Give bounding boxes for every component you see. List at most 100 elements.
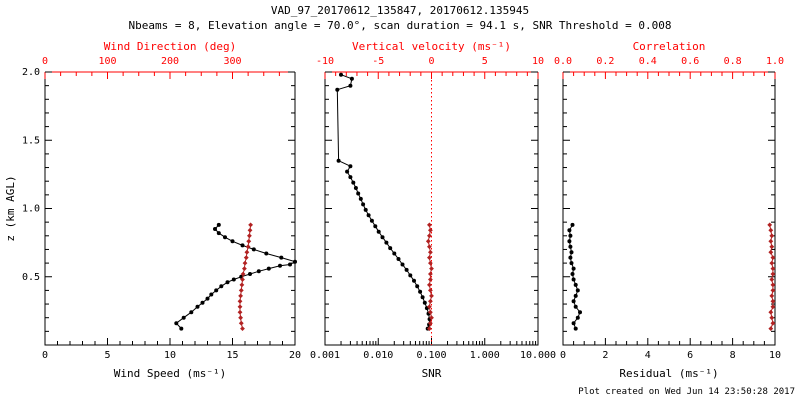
svg-text:0: 0: [428, 56, 434, 67]
snr-marker: [400, 262, 405, 267]
vertical-velocity-marker: [428, 249, 433, 255]
vertical-velocity-marker: [428, 271, 433, 277]
svg-text:1.0: 1.0: [22, 204, 40, 215]
wind-direction-marker: [237, 309, 243, 315]
wind-direction-marker: [245, 244, 251, 250]
svg-text:10.000: 10.000: [520, 350, 556, 361]
correlation-marker: [768, 249, 774, 255]
vertical-velocity-marker: [425, 238, 431, 244]
snr-marker: [408, 273, 413, 278]
correlation-marker: [770, 266, 776, 271]
snr-marker: [418, 289, 423, 294]
wind-speed-marker: [174, 321, 179, 326]
svg-text:0.001: 0.001: [310, 350, 340, 361]
wind-direction-marker: [237, 304, 243, 310]
vertical-velocity-marker: [429, 315, 434, 321]
correlation-marker: [769, 293, 775, 299]
svg-text:200: 200: [161, 56, 179, 67]
snr-marker: [336, 158, 341, 163]
wind-speed-marker: [248, 272, 252, 276]
wind-speed-marker: [205, 296, 210, 301]
wind-speed-marker: [181, 315, 186, 320]
residual-marker: [567, 239, 572, 244]
wind-direction-marker: [238, 315, 243, 321]
wind-speed-marker: [256, 269, 261, 274]
residual-marker: [570, 222, 575, 227]
vertical-velocity-marker: [428, 288, 433, 293]
correlation-marker: [769, 315, 775, 321]
wind-speed-marker: [195, 304, 200, 309]
vertical-velocity-marker: [427, 244, 432, 250]
wind-speed-marker: [240, 243, 245, 248]
residual-marker: [571, 321, 576, 326]
wind-speed-marker: [223, 235, 227, 240]
vertical-velocity-marker: [428, 298, 433, 304]
snr-marker: [388, 246, 393, 251]
wind-speed-marker: [189, 310, 194, 315]
correlation-marker: [770, 271, 776, 277]
svg-text:10: 10: [164, 350, 176, 361]
snr-marker: [345, 169, 350, 174]
wind-speed-marker: [219, 284, 224, 289]
panel-frame: [44, 72, 296, 346]
wind-speed-marker: [209, 292, 214, 297]
wind-speed-marker: [225, 280, 230, 285]
svg-text:15: 15: [226, 350, 238, 361]
correlation-marker: [769, 244, 775, 250]
vertical-velocity-marker: [427, 255, 432, 260]
wind-direction-marker: [237, 298, 243, 304]
wind-speed-marker: [216, 222, 221, 227]
snr-marker: [349, 76, 354, 81]
residual-marker: [568, 233, 573, 238]
vertical-velocity-marker: [428, 309, 433, 315]
svg-text:SNR: SNR: [422, 367, 442, 380]
correlation-marker: [770, 255, 776, 260]
correlation-marker: [770, 298, 776, 304]
correlation-marker: [767, 222, 773, 228]
snr-line: [336, 74, 431, 329]
snr-marker: [384, 240, 389, 245]
snr-marker: [404, 267, 409, 272]
snr-marker: [339, 72, 343, 77]
svg-text:z (km AGL): z (km AGL): [4, 175, 17, 241]
wind-speed-marker: [293, 259, 297, 264]
snr-marker: [358, 196, 363, 201]
snr-marker: [348, 175, 353, 180]
svg-text:0: 0: [42, 56, 48, 67]
residual-marker: [575, 315, 580, 320]
svg-text:6: 6: [687, 350, 693, 361]
wind-direction-marker: [244, 249, 250, 255]
svg-text:0: 0: [560, 350, 566, 361]
wind-direction-marker: [246, 238, 252, 244]
vertical-velocity-marker: [427, 233, 432, 239]
correlation-marker: [770, 282, 776, 288]
correlation-marker: [768, 309, 774, 315]
wind-speed-marker: [230, 239, 235, 244]
correlation-marker: [770, 288, 776, 293]
vertical-velocity-marker: [429, 266, 434, 271]
snr-vertical-velocity-panel: 0.001 0.010 0.100 1.000 10.000 -10 -5 0 5 10 SNR Ve…: [310, 40, 556, 380]
wind-direction-marker: [247, 233, 252, 239]
snr-marker: [392, 251, 397, 256]
vertical-velocity-marker: [427, 222, 432, 228]
svg-text:Residual (ms⁻¹): Residual (ms⁻¹): [619, 367, 718, 380]
wind-direction-marker: [242, 266, 247, 271]
snr-marker: [422, 300, 427, 305]
residual-marker: [568, 244, 573, 249]
wind-direction-marker: [238, 288, 244, 293]
svg-text:1.0: 1.0: [766, 56, 784, 67]
svg-text:0.6: 0.6: [681, 56, 699, 67]
svg-text:0: 0: [42, 350, 48, 361]
svg-text:0.010: 0.010: [363, 350, 393, 361]
wind-direction-marker: [248, 222, 253, 228]
wind-direction-marker: [238, 293, 243, 299]
residual-marker: [567, 228, 572, 233]
svg-text:300: 300: [223, 56, 241, 67]
vertical-velocity-marker: [428, 277, 433, 282]
wind-direction-marker: [243, 255, 249, 260]
correlation-marker: [768, 227, 774, 233]
wind-direction-marker: [240, 277, 245, 282]
wind-speed-marker: [266, 266, 271, 271]
